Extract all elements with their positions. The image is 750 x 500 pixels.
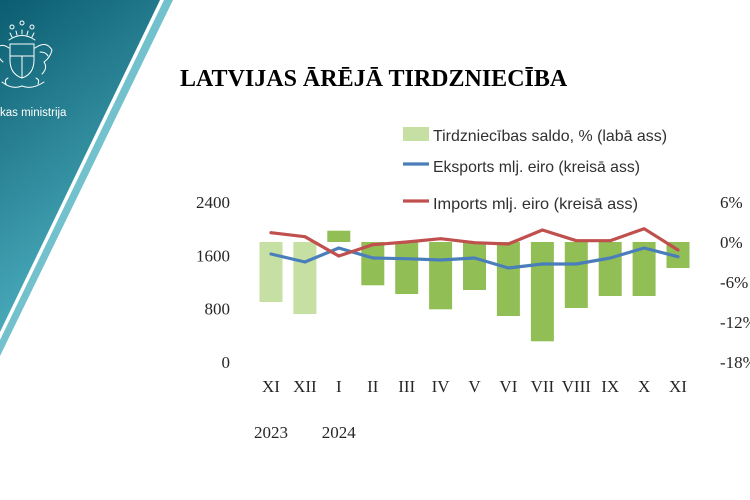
export-point — [269, 252, 273, 256]
export-point — [642, 246, 646, 250]
trade-balance-bar — [463, 242, 486, 290]
coat-of-arms-icon — [0, 20, 53, 88]
export-point — [337, 246, 341, 250]
trade-balance-bar — [395, 242, 419, 294]
banner-main-shape — [0, 0, 160, 332]
chart-axes: 2400160080006%0%-6%-12%-18%XIXIIIIIIIIIV… — [196, 193, 750, 442]
chart-legend: Tirdzniecības saldo, % (labā ass) Ekspor… — [403, 127, 667, 213]
right-axis-tick-label: -18% — [720, 353, 750, 372]
category-label: II — [367, 377, 379, 396]
right-axis-tick-label: -6% — [720, 273, 748, 292]
right-axis-tick-label: 0% — [720, 233, 743, 252]
category-label: XI — [262, 377, 280, 396]
category-label: I — [336, 377, 342, 396]
legend-label-trade-balance: Tirdzniecības saldo, % (labā ass) — [433, 128, 667, 145]
trade-balance-bar — [327, 230, 351, 242]
ministry-name: kas ministrija — [0, 107, 67, 119]
import-point — [507, 242, 510, 246]
category-label: VI — [499, 377, 517, 396]
trade-balance-bar — [564, 242, 588, 308]
category-label: X — [638, 377, 650, 396]
import-point — [676, 248, 680, 252]
category-label: V — [468, 377, 481, 396]
export-point — [507, 266, 510, 270]
slide-title: LATVIJAS ĀRĒJĀ TIRDZNIECĪBA — [180, 66, 568, 92]
trade-balance-bar — [293, 242, 317, 314]
left-axis-tick-label: 0 — [222, 353, 231, 372]
export-point — [608, 256, 612, 260]
import-point — [574, 239, 578, 243]
category-label: XI — [669, 377, 687, 396]
legend-label-import: Imports mlj. eiro (kreisā ass) — [433, 196, 638, 213]
export-point — [405, 257, 409, 261]
import-point — [337, 254, 341, 258]
legend-label-export: Eksports mlj. eiro (kreisā ass) — [433, 159, 640, 176]
left-axis-tick-label: 800 — [205, 300, 231, 319]
trade-balance-bar — [429, 242, 453, 310]
banner-stripe — [0, 0, 173, 356]
legend-item-trade-balance: Tirdzniecības saldo, % (labā ass) — [403, 127, 667, 145]
export-point — [473, 256, 476, 260]
trade-balance-bar — [598, 242, 622, 296]
legend-swatch-trade-balance — [403, 127, 429, 141]
import-point — [541, 228, 544, 232]
year-label: 2024 — [322, 423, 357, 442]
import-point — [642, 227, 646, 231]
import-point — [608, 239, 612, 243]
category-label: IV — [432, 377, 451, 396]
import-point — [439, 237, 442, 241]
category-label: IX — [601, 377, 619, 396]
import-point — [371, 243, 375, 247]
trade-balance-bar — [496, 242, 520, 316]
trade-balance-bar — [666, 242, 690, 268]
export-point — [439, 258, 442, 262]
category-label: VII — [531, 377, 555, 396]
export-point — [574, 262, 578, 266]
left-axis-tick-label: 2400 — [196, 193, 230, 212]
trade-lines — [269, 227, 680, 270]
right-axis-tick-label: 6% — [720, 193, 743, 212]
year-label: 2023 — [254, 423, 288, 442]
export-point — [676, 255, 680, 259]
import-point — [405, 240, 409, 244]
category-label: VIII — [562, 377, 592, 396]
import-point — [303, 235, 307, 239]
category-label: XII — [293, 377, 317, 396]
legend-item-import: Imports mlj. eiro (kreisā ass) — [403, 196, 638, 213]
trade-balance-bar — [259, 242, 283, 302]
category-label: III — [398, 377, 415, 396]
export-point — [303, 260, 307, 264]
right-axis-tick-label: -12% — [720, 313, 750, 332]
trade-balance-bar — [361, 242, 385, 286]
legend-item-export: Eksports mlj. eiro (kreisā ass) — [403, 159, 640, 176]
export-point — [541, 262, 544, 266]
import-point — [473, 241, 476, 245]
header-banner — [0, 0, 173, 356]
left-axis-tick-label: 1600 — [196, 246, 230, 265]
trade-balance-bar — [632, 242, 656, 296]
trade-balance-bar — [530, 242, 554, 342]
import-point — [269, 231, 273, 235]
export-point — [371, 256, 375, 260]
